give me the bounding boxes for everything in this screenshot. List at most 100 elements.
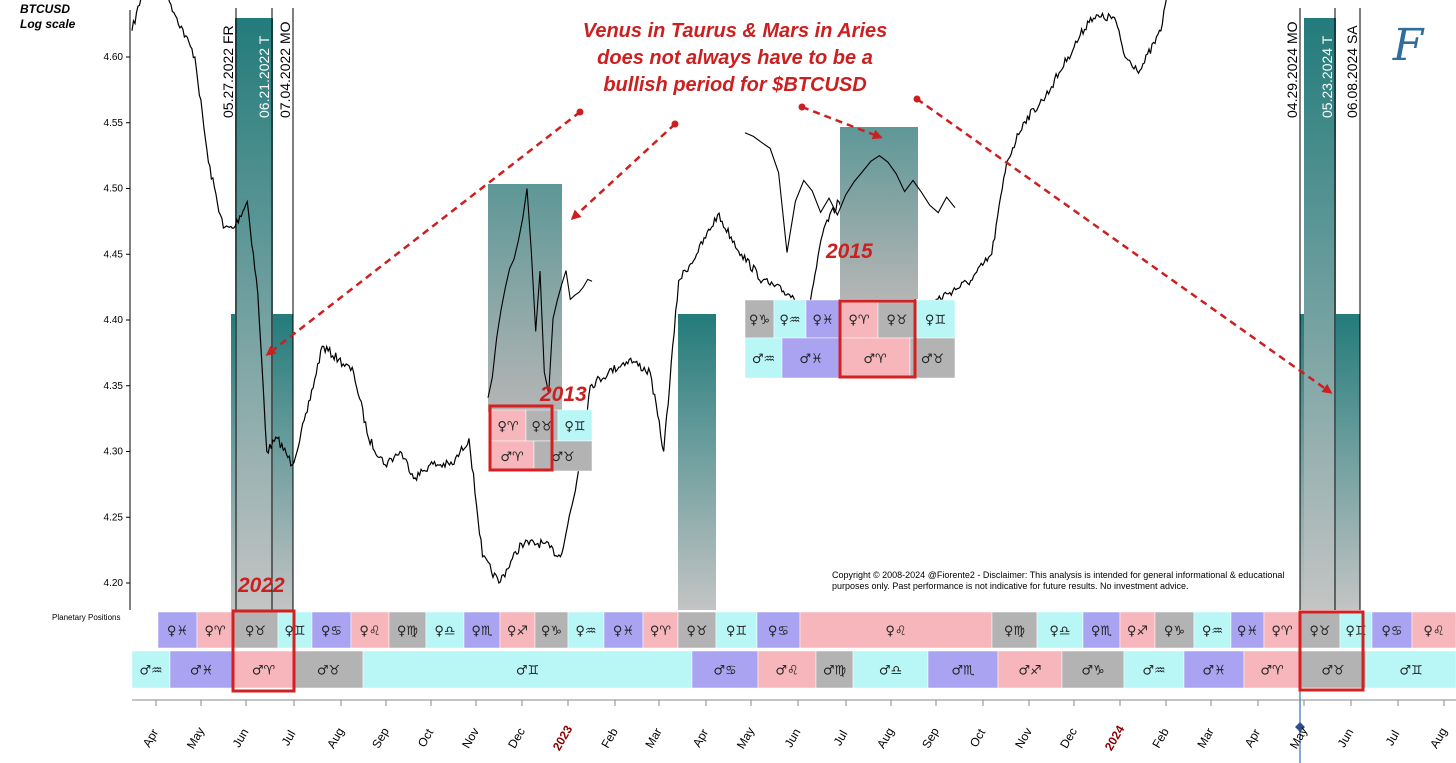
inset-2015-mars-symbol: ♂♓ xyxy=(799,352,822,367)
y-tick-label: 4.35 xyxy=(104,381,124,392)
planetary-positions: ♀♈ ♀♉ ♀♊ ♂♈ ♂♉ ♀♑ ♀♒ ♀♓ ♀♈ ♀♉ ♀♊ ♂♒ ♂♓ ♂♈ ♂♉ ♀♓ ♀♈ ♀♉ ♀♊ ♀♋… xyxy=(131,299,1456,693)
mars-row-symbol: ♂♊ xyxy=(516,664,539,679)
inset-2015-mars-symbol: ♂♈ xyxy=(863,352,887,367)
chart-title: Venus in Taurus & Mars in Aries does not… xyxy=(520,18,950,99)
fiorente-logo: F xyxy=(1392,20,1424,71)
y-tick-label: 4.20 xyxy=(104,578,124,589)
y-tick-label: 4.55 xyxy=(104,118,124,129)
venus-row-cell xyxy=(232,611,279,649)
band-2022-venus-taurus xyxy=(235,18,273,610)
venus-row-cell xyxy=(463,611,501,649)
venus-row-cell xyxy=(196,611,234,649)
x-tick-label: Dec xyxy=(505,725,528,750)
venus-row-cell xyxy=(642,611,679,649)
x-tick-label: Apr xyxy=(690,726,711,749)
highlight-box-2022 xyxy=(231,609,296,693)
inset-2015-venus-symbol: ♀♒ xyxy=(779,313,800,328)
inset-2013-venus-cell xyxy=(557,409,593,442)
mars-row-cell xyxy=(1183,650,1245,689)
venus-row-symbol: ♀♌ xyxy=(1423,624,1444,639)
mars-row-cell xyxy=(232,650,295,689)
date-marker-label: 05.27.2022 FR xyxy=(220,25,236,118)
venus-row-cell xyxy=(425,611,465,649)
mars-row-cell xyxy=(1061,650,1125,689)
period-label-2022: 2022 xyxy=(237,574,285,597)
venus-row-symbol: ♀♈ xyxy=(650,624,672,639)
mars-row-symbol: ♂♉ xyxy=(317,664,340,679)
venus-row-cell xyxy=(499,611,536,649)
venus-row-cell xyxy=(715,611,758,649)
venus-row-symbol: ♀♓ xyxy=(613,624,634,639)
annotation-arrow xyxy=(265,111,581,356)
venus-row-cell xyxy=(534,611,569,649)
venus-row-cell xyxy=(1082,611,1121,649)
inset-2013-venus-symbol: ♀♈ xyxy=(497,420,519,435)
inset-2015-venus-cell xyxy=(805,299,841,339)
mars-row-symbol: ♂♒ xyxy=(139,664,162,679)
inset-2013-label: 2013 xyxy=(539,383,587,406)
venus-row-symbol: ♀♉ xyxy=(245,624,266,639)
x-tick-label: Jun xyxy=(1335,726,1357,750)
venus-row-symbol: ♀♏ xyxy=(471,624,492,639)
venus-row-symbol: ♀♌ xyxy=(359,624,380,639)
btcusd-price-line xyxy=(131,0,1167,584)
x-tick-label: Apr xyxy=(1242,726,1263,749)
mars-row-symbol: ♂♓ xyxy=(190,664,213,679)
mars-row-cell xyxy=(815,650,854,689)
mars-row-symbol: ♂♏ xyxy=(951,664,974,679)
x-tick-label: Jun xyxy=(230,726,252,750)
inset-2015-venus-symbol: ♀♉ xyxy=(886,313,907,328)
chart-title-line-3: bullish period for $BTCUSD xyxy=(603,74,867,96)
mars-row-symbol: ♂♐ xyxy=(1018,664,1041,679)
x-tick-label: Oct xyxy=(415,726,437,750)
x-tick-label: Nov xyxy=(459,725,482,750)
venus-row-cell xyxy=(1339,611,1373,649)
x-tick-label: Mar xyxy=(1194,726,1216,751)
date-marker-label: 06.21.2022 T xyxy=(256,35,272,118)
inset-2015-venus-cell xyxy=(839,299,879,339)
y-axis-label: BTCUSD xyxy=(20,2,70,16)
x-tick-label: 2023 xyxy=(550,723,576,753)
venus-row-cell xyxy=(1193,611,1232,649)
highlight-box-2024 xyxy=(1298,610,1365,692)
venus-row-symbol: ♀♉ xyxy=(686,624,707,639)
venus-row-cell xyxy=(756,611,801,649)
inset-2013-band xyxy=(488,184,562,412)
venus-row-symbol: ♀♈ xyxy=(1271,624,1293,639)
venus-row-symbol: ♀♐ xyxy=(507,624,528,639)
venus-row-symbol: ♀♑ xyxy=(1164,624,1185,639)
venus-row-cell xyxy=(799,611,993,649)
y-axis: 4.204.254.304.354.404.454.504.554.604.65… xyxy=(104,10,131,610)
venus-row-symbol: ♀♈ xyxy=(204,624,226,639)
mars-row-cell xyxy=(997,650,1063,689)
x-tick-label: 2024 xyxy=(1102,723,1128,753)
date-marker-label: 07.04.2022 MO xyxy=(277,21,293,118)
inset-2013-mars-symbol: ♂♉ xyxy=(551,450,574,465)
x-tick-label: Apr xyxy=(140,726,161,749)
inset-2015-mars-symbol: ♂♒ xyxy=(752,352,775,367)
venus-row-symbol: ♀♊ xyxy=(726,624,747,639)
annotation-arrow xyxy=(916,97,1333,394)
mars-row-symbol: ♂♎ xyxy=(879,664,902,679)
mars-row-cell xyxy=(1365,650,1456,689)
mars-row-cell xyxy=(1299,650,1367,689)
mars-row-symbol: ♂♍ xyxy=(823,664,847,679)
x-tick-label: Sep xyxy=(369,725,392,751)
band-2023-mar xyxy=(678,314,716,610)
x-axis: Apr May Jun Jul Aug Sep Oct Nov Dec 2023 Feb Mar Apr… xyxy=(132,699,1456,753)
x-tick-label: Nov xyxy=(1012,725,1035,750)
y-axis-scale-label: Log scale xyxy=(20,17,76,31)
inset-2013-price-line xyxy=(487,188,593,398)
venus-row-cell xyxy=(350,611,390,649)
venus-row-symbol: ♀♋ xyxy=(321,624,342,639)
x-tick-label: Oct xyxy=(967,726,989,750)
x-tick-label: Feb xyxy=(1149,725,1172,750)
inset-2015-mars-cell xyxy=(781,337,841,379)
inset-2015-mars-symbol: ♂♉ xyxy=(921,352,944,367)
mars-row-cell xyxy=(131,650,171,689)
highlight-bands xyxy=(231,18,1360,610)
inset-2015-label: 2015 xyxy=(825,240,873,263)
inset-2015-venus-symbol: ♀♓ xyxy=(812,313,833,328)
mars-row-cell xyxy=(1123,650,1185,689)
inset-2013-mars-symbol: ♂♈ xyxy=(500,450,524,465)
